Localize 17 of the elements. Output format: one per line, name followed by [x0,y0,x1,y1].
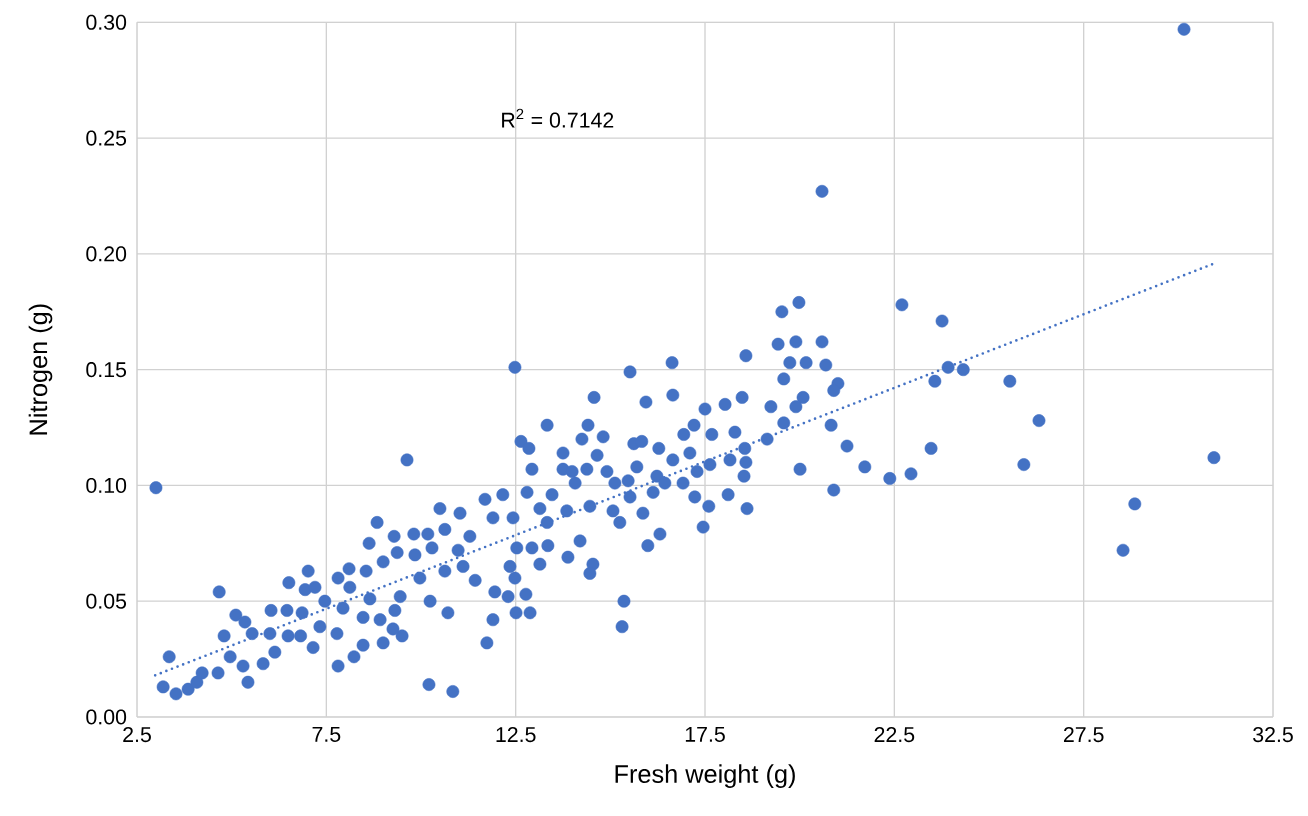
x-tick-label: 12.5 [496,727,536,743]
x-tick-label: 2.5 [123,727,151,743]
y-tick-label: 0.20 [86,246,127,262]
y-tick-label: 0.10 [86,477,127,493]
y-axis-title: Nitrogen (g) [28,304,53,435]
y-tick-label: 0.30 [86,14,127,30]
x-tick-label: 17.5 [685,727,725,742]
annotation: R$^{2}$ = 0.7142 [502,108,614,128]
x-axis-title: Fresh weight (g) [615,764,795,788]
x-tick-label: 7.5 [312,727,341,742]
x-tick-label: 27.5 [1063,727,1104,743]
y-tick-label: 0.15 [86,362,127,378]
y-tick-label: 0.05 [86,593,127,609]
y-tick-label: 0.00 [86,709,127,725]
x-tick-label: 22.5 [874,727,915,743]
x-tick-label: 32.5 [1253,727,1293,743]
y-tick-label: 0.25 [86,130,127,146]
